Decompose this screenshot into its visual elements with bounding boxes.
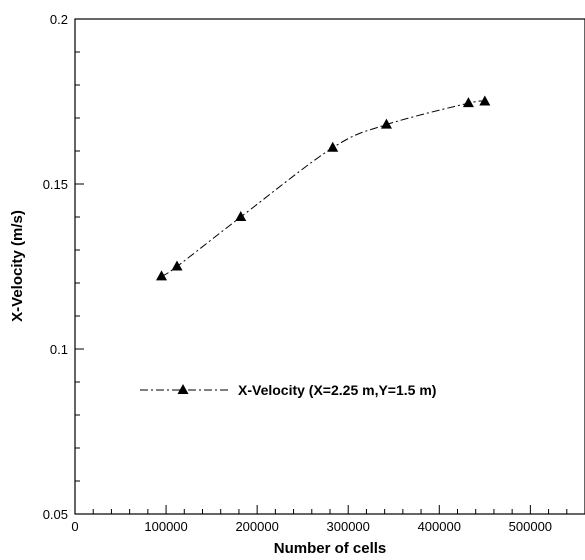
x-tick-label: 500000	[509, 519, 552, 534]
data-point-marker	[479, 95, 491, 106]
y-tick-label: 0.05	[43, 507, 68, 522]
tick-marks	[74, 18, 568, 515]
data-point-marker	[380, 118, 392, 129]
x-tick-label: 400000	[418, 519, 461, 534]
data-point-marker	[235, 211, 247, 221]
y-axis-title: X-Velocity (m/s)	[9, 210, 26, 322]
y-tick-label: 0.15	[43, 177, 68, 192]
x-tick-label: 200000	[235, 519, 278, 534]
legend: X-Velocity (X=2.25 m,Y=1.5 m)	[140, 382, 436, 398]
legend-label: X-Velocity (X=2.25 m,Y=1.5 m)	[238, 382, 436, 398]
data-point-marker	[327, 141, 339, 152]
y-tick-label: 0.1	[50, 342, 68, 357]
x-tick-label: 300000	[327, 519, 370, 534]
x-tick-label: 0	[71, 519, 78, 534]
legend-marker	[177, 384, 189, 394]
data-point-marker	[156, 270, 168, 281]
tick-labels: 0 100000 200000 300000 400000 500000 0.05 0.1 0.…	[43, 12, 552, 534]
x-tick-label: 100000	[144, 519, 187, 534]
x-axis-title: Number of cells	[274, 540, 387, 557]
series-layer	[156, 95, 491, 281]
plot-frame	[74, 18, 585, 515]
series-line	[161, 100, 485, 277]
y-tick-label: 0.2	[50, 12, 68, 27]
data-point-marker	[171, 260, 183, 271]
data-point-marker	[462, 97, 474, 108]
